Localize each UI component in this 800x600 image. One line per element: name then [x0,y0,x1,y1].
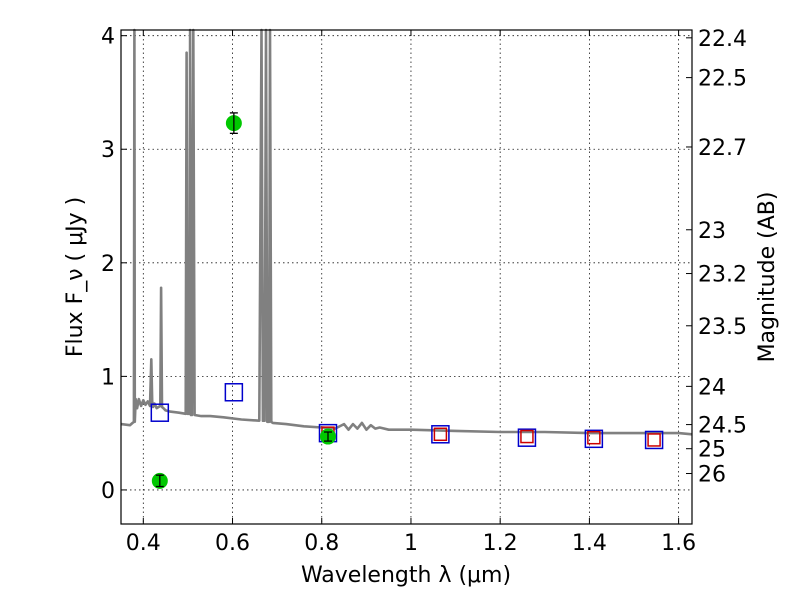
blue-square-point [431,425,450,444]
x-tick-label: 1 [404,531,418,556]
spectrum-layer [120,28,693,436]
y-tick-label: 0 [101,479,115,504]
tick-layer [121,30,692,524]
marker-layer [150,112,664,489]
right-tick-label: 23 [698,219,726,244]
red-square-point [587,430,601,445]
x-tick-label: 0.6 [215,531,250,556]
spectrum-line [120,28,693,436]
x-tick-label: 0.8 [304,531,339,556]
right-tick-label: 22.7 [698,136,747,161]
red-square-point [647,433,661,447]
x-tick-label: 1.6 [661,531,696,556]
blue-square-point [224,383,244,402]
grid-layer [121,30,692,524]
y-axis-label: Flux F_ν ( μJy ) [63,197,88,357]
x-axis-label: Wavelength λ (μm) [301,563,511,588]
y-tick-label: 1 [101,365,115,390]
right-tick-label: 23.2 [698,263,747,288]
blue-square-point [150,403,170,422]
y-tick-label: 4 [101,25,115,50]
right-tick-label: 23.5 [698,315,747,340]
y-tick-label: 3 [101,138,115,163]
right-tick-label: 24 [698,375,726,400]
blue-square-point [517,428,537,447]
right-tick-label: 26 [698,463,726,488]
x-tick-label: 1.2 [483,531,518,556]
right-tick-label: 25 [698,438,726,463]
red-square-point [433,427,448,442]
red-square-point [520,429,534,444]
x-tick-label: 1.4 [572,531,607,556]
blue-square-point [584,429,604,449]
y-tick-label: 2 [101,252,115,277]
blue-square-point [644,430,664,450]
right-tick-label: 22.5 [698,67,747,92]
y-right-axis-label: Magnitude (AB) [755,192,780,363]
right-tick-label: 24.5 [698,414,747,439]
x-tick-label: 0.4 [126,531,161,556]
plot-frame [120,29,693,525]
right-tick-label: 22.4 [698,27,747,52]
